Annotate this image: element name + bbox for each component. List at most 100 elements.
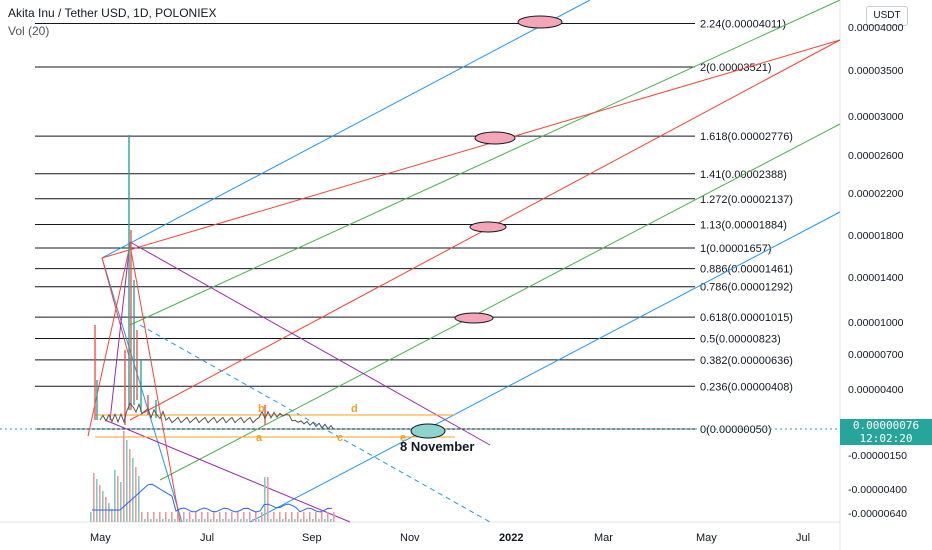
- volume-bar: [126, 440, 128, 522]
- volume-bar: [219, 512, 221, 522]
- target-ellipses[interactable]: [410, 15, 563, 439]
- volume-bar: [120, 482, 122, 522]
- volume-bar: [261, 512, 263, 522]
- volume-bar: [156, 519, 158, 522]
- volume-bar: [216, 519, 218, 522]
- volume-bar: [288, 519, 290, 522]
- volume-bar: [276, 519, 278, 522]
- volume-bar: [195, 512, 197, 522]
- volume-bar: [210, 519, 212, 522]
- volume-bar: [312, 519, 314, 522]
- y-tick-11: -0.00000400: [848, 484, 907, 496]
- fib-label-7: 0.886(0.00001461): [700, 264, 793, 276]
- y-tick-9: 0.00000400: [848, 384, 904, 396]
- volume-bar: [207, 512, 209, 522]
- red-handle-drop[interactable]: [129, 244, 181, 523]
- volume-indicator-label[interactable]: Vol (20): [8, 24, 50, 38]
- red-median-line[interactable]: [101, 39, 841, 259]
- target-ellipse-2-24[interactable]: [517, 15, 563, 29]
- x-tick-6: May: [696, 532, 717, 544]
- purple-line-lower[interactable]: [104, 419, 351, 523]
- volume-bar: [282, 519, 284, 522]
- target-ellipse-8-november[interactable]: [410, 423, 446, 439]
- volume-bar: [297, 512, 299, 522]
- x-tick-1: Jul: [200, 532, 214, 544]
- chart-title: Akita Inu / Tether USD, 1D, POLONIEX: [8, 6, 217, 20]
- volume-bar: [186, 519, 188, 522]
- x-tick-3: Nov: [400, 532, 420, 544]
- y-tick-5: 0.00001800: [848, 230, 904, 242]
- volume-bar: [273, 512, 275, 522]
- volume-bar: [189, 512, 191, 522]
- volume-bar: [198, 519, 200, 522]
- volume-bar: [330, 519, 332, 522]
- volume-bar: [108, 503, 110, 522]
- volume-bar: [246, 519, 248, 522]
- volume-bar: [135, 467, 137, 522]
- volume-bar: [255, 512, 257, 522]
- volume-bar: [162, 519, 164, 522]
- volume-bar: [300, 519, 302, 522]
- time-axis[interactable]: May Jul Sep Nov 2022 Mar May Jul: [90, 532, 810, 544]
- volume-bar: [174, 519, 176, 522]
- y-tick-4: 0.00002200: [848, 188, 904, 200]
- blue-channel-lower[interactable]: [249, 211, 841, 523]
- volume-bar: [159, 512, 161, 522]
- target-ellipse-0-618[interactable]: [454, 312, 494, 324]
- volume-bar: [150, 519, 152, 522]
- x-tick-5: Mar: [594, 532, 613, 544]
- target-ellipse-1-618[interactable]: [474, 131, 516, 145]
- volume-bar: [183, 512, 185, 522]
- price-series[interactable]: [94, 135, 335, 430]
- fib-label-11: 0.382(0.00000636): [700, 355, 793, 367]
- volume-bar: [123, 431, 125, 522]
- price-line: [99, 402, 335, 430]
- fib-label-8: 0.786(0.00001292): [700, 282, 793, 294]
- wave-label-e: e: [400, 432, 406, 444]
- purple-connector[interactable]: [109, 241, 131, 421]
- volume-bar: [132, 458, 134, 522]
- target-ellipse-1-13[interactable]: [469, 221, 507, 233]
- volume-bar: [279, 512, 281, 522]
- volume-bar: [168, 519, 170, 522]
- green-channel-upper[interactable]: [129, 0, 841, 326]
- volume-bar: [201, 512, 203, 522]
- volume-bar: [237, 512, 239, 522]
- current-price-value: 0.00000076: [852, 419, 920, 432]
- blue-channel-upper[interactable]: [101, 0, 591, 259]
- volume-bar: [165, 512, 167, 522]
- purple-line-upper[interactable]: [129, 241, 491, 446]
- channel-lines[interactable]: [0, 0, 841, 523]
- volume-bar: [270, 519, 272, 522]
- x-tick-4: 2022: [499, 532, 523, 544]
- y-tick-3: 0.00002600: [848, 150, 904, 162]
- green-channel-lower[interactable]: [159, 123, 841, 481]
- currency-button[interactable]: USDT: [866, 6, 908, 26]
- blue-handle[interactable]: [101, 257, 183, 523]
- volume-bar: [141, 512, 143, 522]
- volume-bar: [204, 519, 206, 522]
- volume-bar: [318, 519, 320, 522]
- volume-bar: [240, 519, 242, 522]
- price-axis[interactable]: 0.00004000 0.00003500 0.00003000 0.00002600…: [848, 22, 907, 520]
- fib-levels[interactable]: 2.24(0.00004011)2(0.00003521)1.618(0.000…: [35, 19, 793, 436]
- volume-bars: [90, 431, 335, 522]
- fib-label-4: 1.272(0.00002137): [700, 194, 793, 206]
- volume-bar: [93, 473, 95, 522]
- volume-bar: [90, 512, 92, 522]
- volume-bar: [249, 512, 251, 522]
- volume-bar: [231, 512, 233, 522]
- volume-bar: [225, 512, 227, 522]
- fib-label-9: 0.618(0.00001015): [700, 312, 793, 324]
- y-tick-12: -0.00000640: [848, 508, 907, 520]
- volume-bar: [177, 512, 179, 522]
- y-tick-0: 0.00004000: [848, 22, 904, 34]
- dashed-trend-line[interactable]: [139, 324, 491, 523]
- volume-bar: [111, 509, 113, 522]
- x-tick-7: Jul: [796, 532, 810, 544]
- volume-bar: [129, 449, 131, 522]
- fib-label-13: 0(0.00000050): [700, 424, 772, 436]
- volume-bar: [114, 470, 116, 522]
- volume-bar: [306, 519, 308, 522]
